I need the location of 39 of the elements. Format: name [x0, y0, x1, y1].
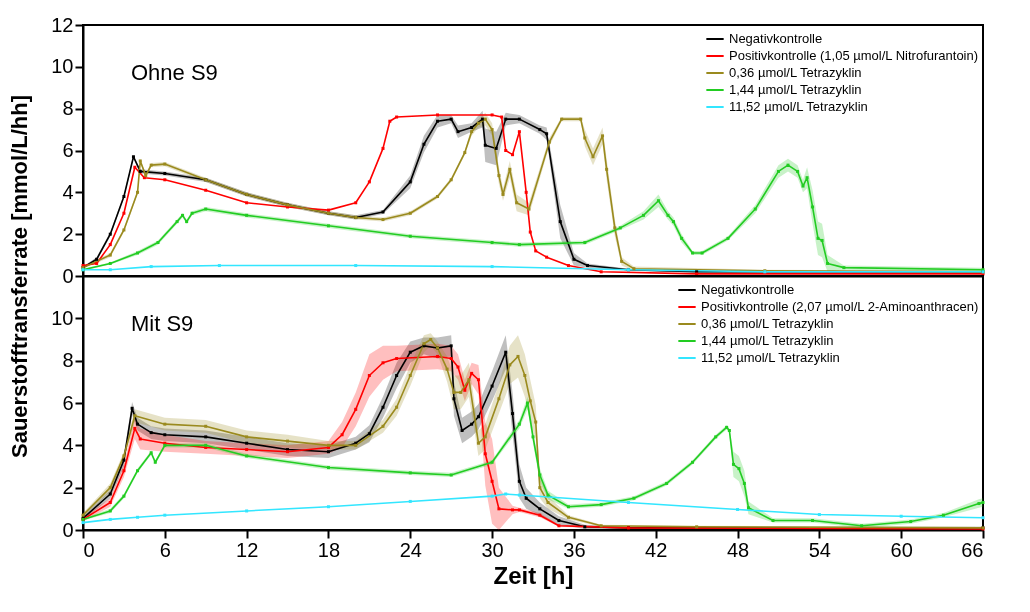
x-tick-label: 30 — [481, 538, 504, 561]
legend-label: 11,52 µmol/L Tetrazyklin — [729, 99, 868, 114]
x-tick-label: 36 — [563, 538, 586, 561]
y-tick-label: 6 — [62, 391, 74, 414]
x-tick-label: 12 — [236, 538, 259, 561]
legend-label: 0,36 µmol/L Tetrazyklin — [701, 316, 834, 331]
legend-label: Positivkontrolle (2,07 µmol/L 2-Aminoanthracen) — [701, 299, 979, 314]
legend-label: 1,44 µmol/L Tetrazyklin — [729, 82, 862, 97]
x-tick-label: 6 — [159, 538, 171, 561]
legend-label: 0,36 µmol/L Tetrazyklin — [729, 65, 862, 80]
legend-label: Negativkontrolle — [729, 31, 823, 46]
y-tick-label: 10 — [51, 306, 74, 329]
x-tick-label: 48 — [726, 538, 750, 561]
legend-label: Negativkontrolle — [701, 282, 795, 297]
y-axis-title: Sauerstofftransferrate [mmol/L/hh] — [6, 94, 32, 459]
y-tick-label: 4 — [62, 433, 74, 456]
x-tick-label: 54 — [808, 538, 831, 561]
y-tick-label: 10 — [51, 55, 74, 78]
y-tick-label: 6 — [62, 139, 74, 161]
legend-label: Positivkontrolle (1,05 µmol/L Nitrofurantoin) — [729, 48, 979, 63]
x-axis-title: Zeit [h] — [493, 561, 574, 589]
x-tick-label: 0 — [83, 538, 95, 561]
y-tick-label: 2 — [62, 476, 74, 499]
x-tick-label: 24 — [399, 538, 422, 561]
x-tick-label: 60 — [890, 538, 913, 561]
x-tick-label: 66 — [961, 538, 984, 561]
legend-label: 11,52 µmol/L Tetrazyklin — [701, 350, 840, 365]
legend-label: 1,44 µmol/L Tetrazyklin — [701, 333, 834, 348]
y-tick-label: 8 — [62, 97, 74, 120]
y-tick-label: 8 — [62, 349, 74, 372]
annotation: Ohne S9 — [131, 60, 218, 85]
y-tick-label: 0 — [62, 264, 74, 287]
y-tick-label: 12 — [51, 13, 74, 36]
x-tick-label: 18 — [317, 538, 341, 561]
x-tick-label: 42 — [645, 538, 668, 561]
annotation: Mit S9 — [131, 311, 194, 336]
y-tick-label: 0 — [62, 518, 74, 541]
y-tick-label: 2 — [62, 222, 74, 245]
y-tick-label: 4 — [62, 180, 74, 203]
